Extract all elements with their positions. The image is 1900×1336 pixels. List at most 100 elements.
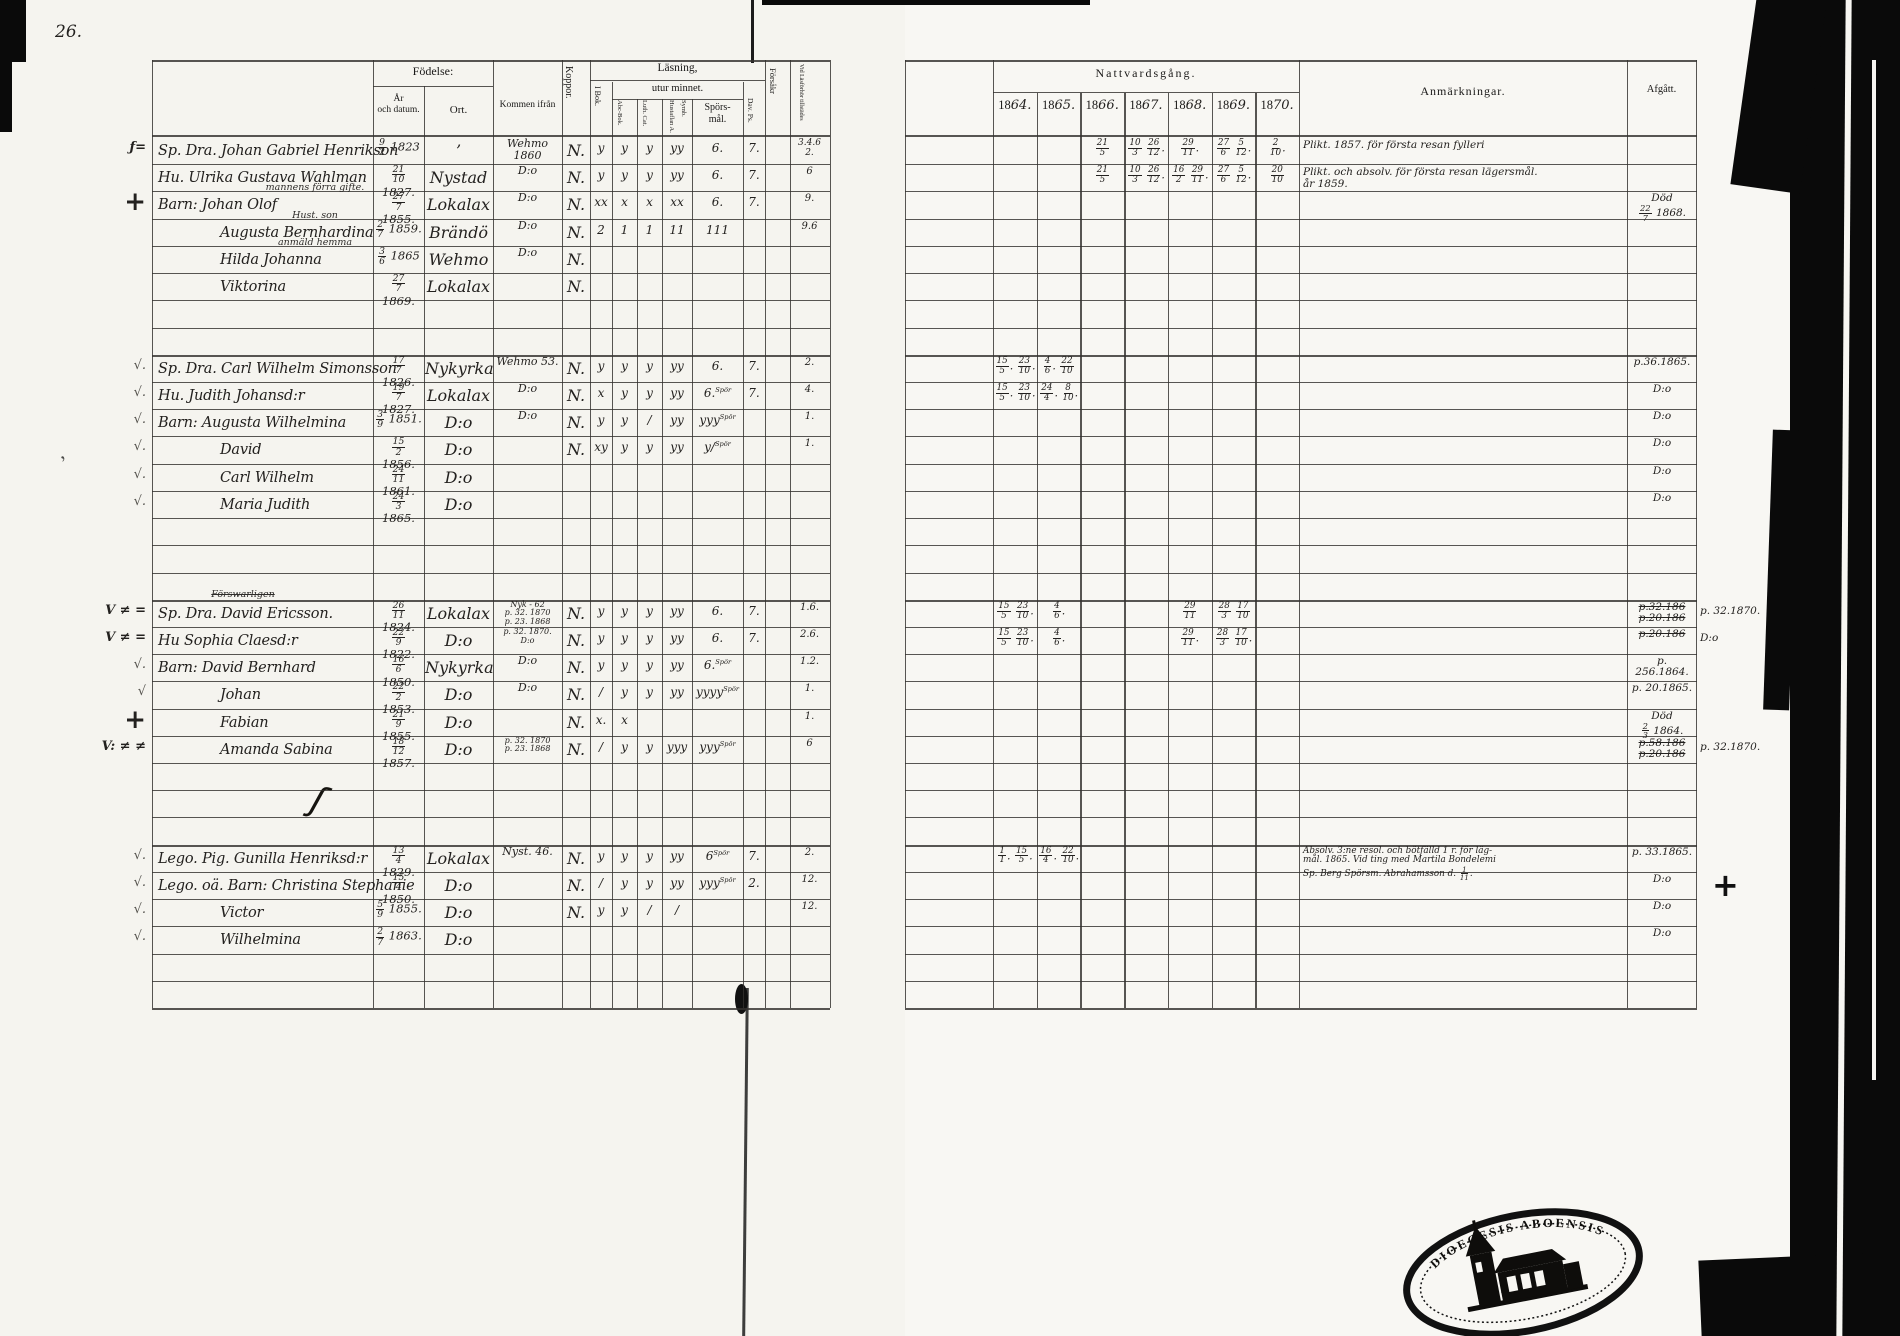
table-line <box>637 99 639 1008</box>
birth-date: 16 6 1850. <box>382 654 415 689</box>
birth-place: D:o <box>444 494 473 514</box>
communion-date: 29 11. <box>1181 627 1200 648</box>
table-line <box>993 60 995 1008</box>
reading-mark: yyy <box>666 739 688 754</box>
attendance-mark: 6 <box>806 166 813 178</box>
person-name: Wilhelmina <box>220 932 301 949</box>
table-line <box>152 735 830 737</box>
table-line <box>152 681 830 683</box>
table-line <box>152 300 830 302</box>
year-label: 1864. <box>998 98 1032 113</box>
table-line <box>152 545 830 547</box>
moved-from: D:o <box>517 218 538 232</box>
table-line <box>152 218 830 220</box>
scan-streak-2 <box>1872 60 1876 1080</box>
reading-mark: xx <box>594 195 608 210</box>
table-line <box>905 926 1697 928</box>
table-line <box>743 82 745 1008</box>
reading-mark: y <box>621 603 628 618</box>
reading-mark: yyySpör <box>699 875 736 890</box>
header-dav-ps: Dav. Ps. <box>746 98 755 123</box>
communion-date: 16 2 29 11. <box>1172 165 1209 186</box>
header-ort: Ort. <box>449 104 468 116</box>
birth-date: 27 7 1869. <box>382 273 415 308</box>
reading-mark: y <box>646 141 653 155</box>
table-line <box>905 327 1697 329</box>
table-line <box>905 817 1697 819</box>
table-line <box>905 354 1697 357</box>
smallpox-mark: N. <box>566 630 586 650</box>
table-line <box>152 763 830 765</box>
birth-place: Lokalax <box>426 277 491 297</box>
table-line <box>152 790 830 792</box>
reading-mark: y <box>646 848 653 863</box>
table-line <box>905 463 1697 465</box>
table-line <box>493 60 495 1008</box>
birth-date: 21 10 1827. <box>382 164 415 199</box>
smallpox-mark: N. <box>566 385 586 405</box>
reading-mark: yyySpör <box>699 413 736 428</box>
moved-from: D:o <box>517 681 538 695</box>
margin-mark: + <box>124 187 146 218</box>
reading-mark: 7. <box>748 603 760 618</box>
reading-mark: 6.Spör <box>703 385 732 400</box>
year-label: 1868. <box>1173 98 1207 113</box>
header-i-bok: I Bok. <box>593 86 602 106</box>
person-name: Johan <box>220 687 261 704</box>
table-line <box>1299 60 1301 1008</box>
attendance-mark: 4. <box>804 383 815 395</box>
table-line <box>692 99 694 1008</box>
table-line <box>152 871 830 873</box>
left-page-paper <box>0 0 905 1336</box>
table-line <box>152 191 830 193</box>
person-name: Sp. Dra. Carl Wilhelm Simonsson <box>158 360 397 377</box>
reading-mark: y <box>621 875 628 890</box>
smallpox-mark: N. <box>566 195 586 215</box>
year-label: 1865. <box>1041 98 1076 113</box>
birth-date: 17 7 1826. <box>382 354 415 390</box>
reading-mark: 7. <box>748 385 760 400</box>
smallpox-mark: N. <box>566 277 586 297</box>
name-annotation: Hust. son <box>292 209 338 221</box>
reading-mark: y <box>597 630 605 645</box>
reading-mark: 6. <box>711 630 724 645</box>
moved-from: Nyk - 62 p. 32. 1870 p. 23. 1868 <box>504 599 551 626</box>
birth-date: 27 7 1855. <box>382 191 415 226</box>
name-annotation: mannens förra gifte. <box>265 182 365 194</box>
reading-mark: yy <box>670 358 684 373</box>
table-line <box>152 708 830 710</box>
communion-date: 20 10 <box>1270 165 1284 186</box>
table-line <box>612 99 743 100</box>
birth-place: Lokalax <box>426 195 491 215</box>
reading-mark: y <box>646 358 653 373</box>
reading-mark: 7. <box>748 358 760 373</box>
table-line <box>152 817 830 819</box>
reading-mark: yy <box>670 168 684 183</box>
person-name: Carl Wilhelm <box>220 469 314 486</box>
reading-mark: y <box>621 358 628 373</box>
margin-mark: √. <box>133 412 146 428</box>
birth-date: 19 7 1827. <box>382 381 415 417</box>
attendance-mark: 1.6. <box>799 601 820 613</box>
departure-note: p.32.186 p.20.186 <box>1638 600 1686 624</box>
header-hustaflan: Hustaflan A. Symb. <box>668 100 687 133</box>
person-name: Fabian <box>220 714 269 731</box>
margin-mark: √. <box>133 357 146 373</box>
birth-date: 22 9 1822. <box>382 626 415 662</box>
smallpox-mark: N. <box>566 603 586 623</box>
reading-mark: yy <box>670 603 684 618</box>
departure-note: p.36.1865. <box>1633 355 1691 368</box>
person-name: Sp. Dra. David Ericsson. <box>158 605 333 622</box>
reading-mark: yy <box>670 141 684 155</box>
header-luth-cat: Luth. Cat. <box>641 100 648 127</box>
birth-place: D:o <box>444 413 473 433</box>
reading-mark: y <box>646 875 653 890</box>
header-ar-datum: År och datum. <box>377 94 420 115</box>
attendance-mark: 2.6. <box>799 628 820 640</box>
table-line <box>905 409 1697 411</box>
departure-note: D:o <box>1652 491 1672 504</box>
